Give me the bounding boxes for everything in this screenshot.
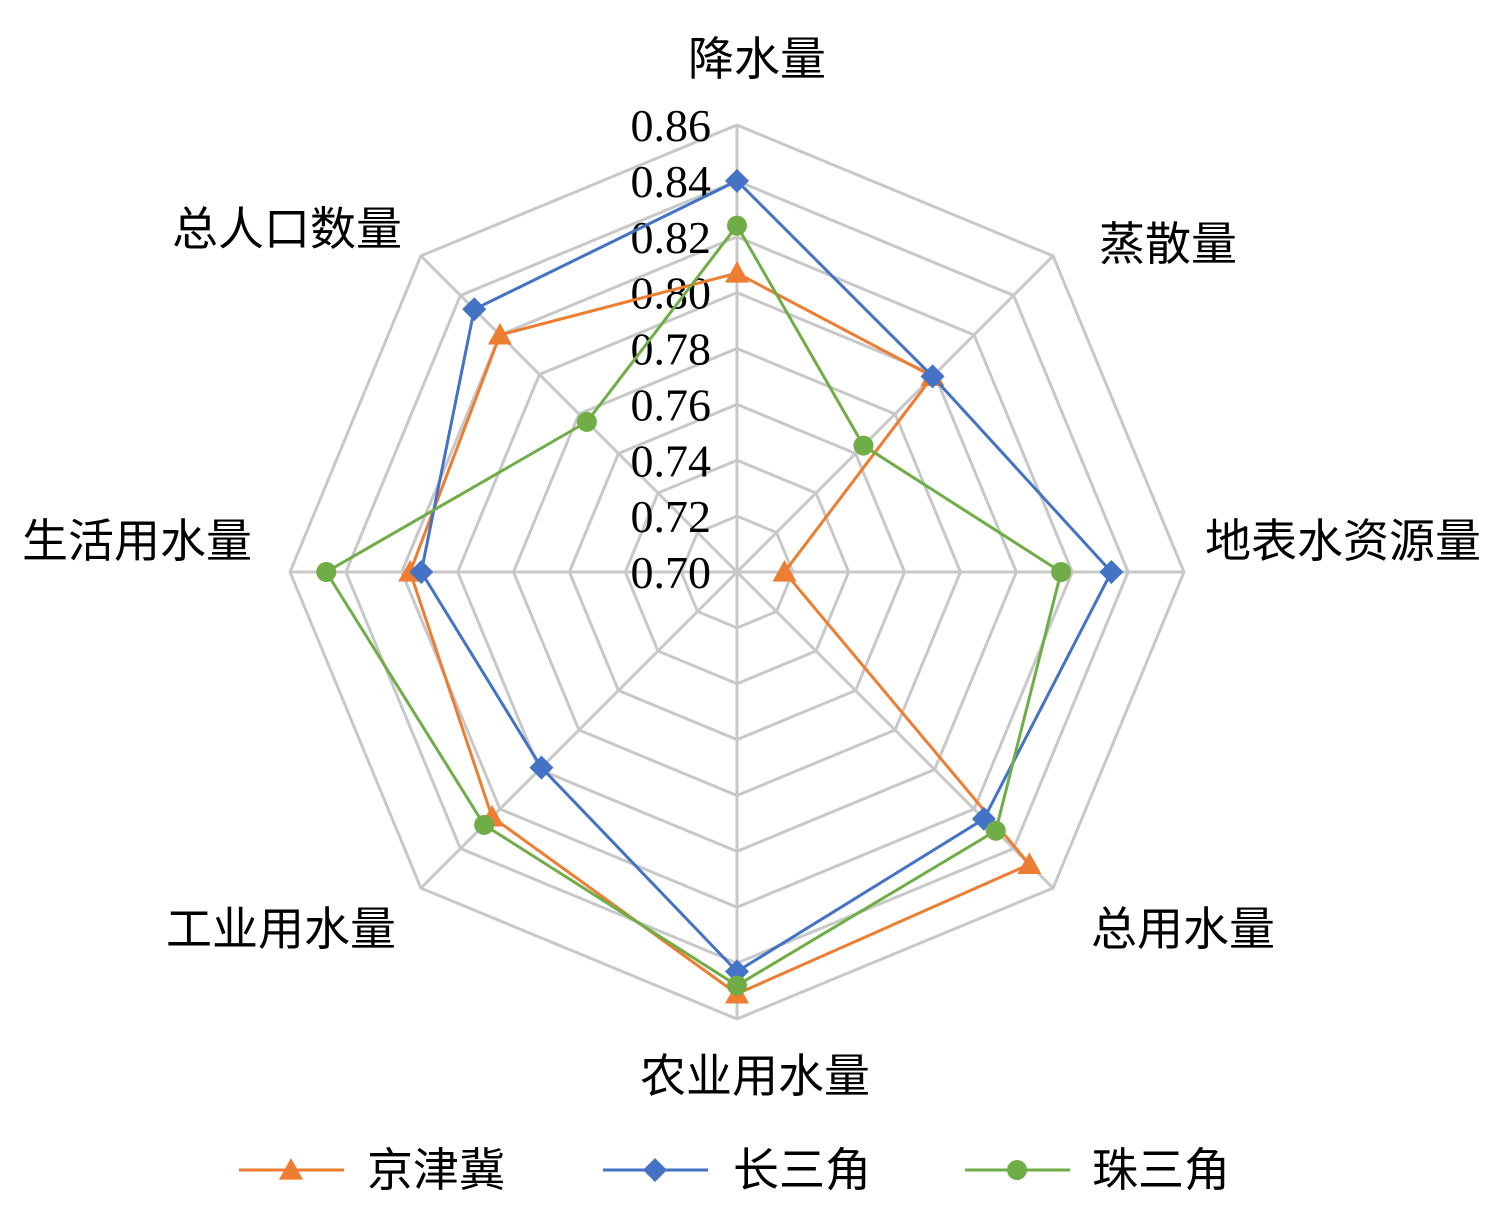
data-point — [772, 560, 797, 582]
data-point — [409, 560, 434, 584]
data-point — [1099, 560, 1124, 584]
legend-label: 珠三角 — [1092, 1143, 1230, 1197]
data-point — [853, 435, 874, 456]
tick-label: 0.70 — [631, 547, 712, 598]
legend-marker — [1007, 1160, 1027, 1180]
tick-label: 0.82 — [631, 212, 712, 263]
tick-label: 0.74 — [631, 435, 712, 486]
radial-tick-labels: 0.700.720.740.760.780.800.820.840.86 — [631, 100, 712, 598]
data-point — [529, 755, 554, 780]
axis-spoke — [419, 570, 739, 890]
axis-spoke — [735, 254, 1055, 574]
data-point — [727, 975, 747, 996]
data-point — [985, 820, 1006, 841]
tick-label: 0.84 — [631, 156, 712, 207]
axis-label: 降水量 — [688, 32, 826, 86]
series-layer — [316, 168, 1124, 1004]
legend-item: 京津冀 — [239, 1143, 505, 1197]
series-3 — [316, 215, 1072, 996]
radar-grid — [288, 123, 1186, 1021]
data-point — [1017, 852, 1042, 874]
legend-item: 长三角 — [603, 1143, 871, 1197]
legend: 京津冀 长三角 珠三角 — [239, 1143, 1230, 1197]
data-point — [487, 322, 512, 345]
data-point — [920, 364, 945, 389]
tick-label: 0.86 — [631, 100, 712, 151]
axis-label: 农业用水量 — [640, 1049, 870, 1103]
data-point — [725, 261, 749, 283]
tick-label: 0.72 — [631, 491, 712, 542]
axis-label: 总用水量 — [1091, 902, 1275, 956]
data-point — [727, 215, 747, 236]
tick-label: 0.76 — [631, 379, 712, 430]
axis-label: 地表水资源量 — [1205, 514, 1481, 568]
data-point — [462, 297, 487, 322]
legend-item: 珠三角 — [965, 1143, 1230, 1197]
data-point — [1051, 562, 1072, 582]
axis-label: 生活用水量 — [22, 514, 252, 568]
axis-label: 总人口数量 — [172, 202, 402, 256]
data-point — [725, 168, 749, 193]
axis-label: 工业用水量 — [166, 902, 396, 956]
series-1 — [398, 261, 1042, 1004]
data-point — [576, 411, 597, 432]
axis-label: 蒸散量 — [1099, 217, 1237, 271]
legend-label: 京津冀 — [367, 1143, 505, 1197]
legend-label: 长三角 — [733, 1143, 871, 1197]
legend-marker — [279, 1158, 303, 1180]
legend-marker — [643, 1158, 667, 1182]
data-point — [474, 814, 495, 835]
data-point — [316, 562, 337, 582]
